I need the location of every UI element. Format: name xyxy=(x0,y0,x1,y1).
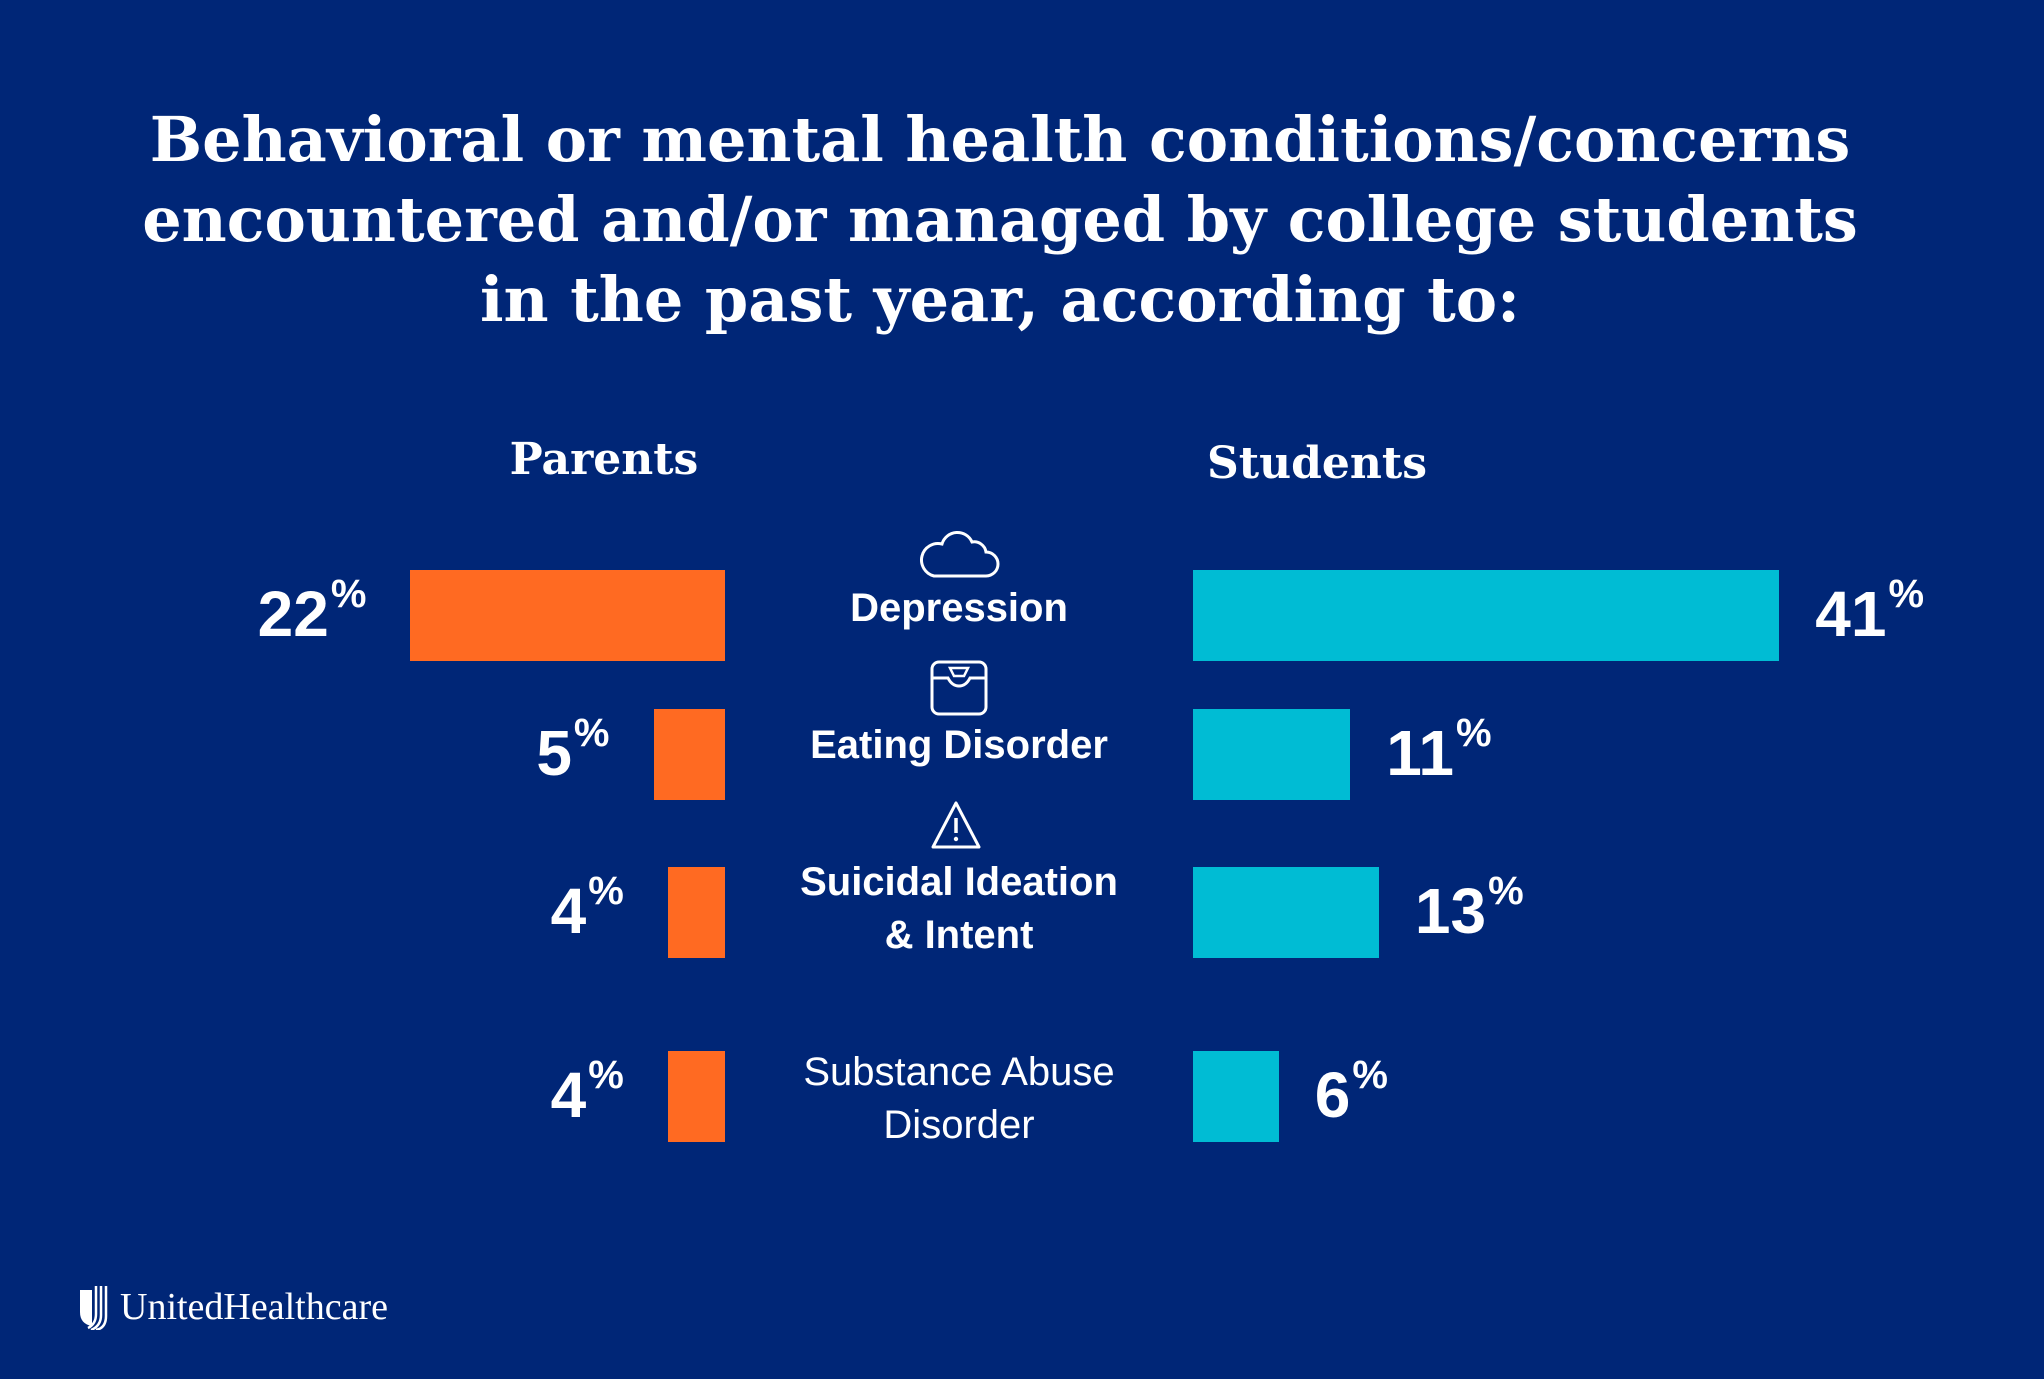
bar-parents-substance-abuse-disorder xyxy=(667,1051,725,1142)
value-label-parents-substance-abuse-disorder: 4% xyxy=(550,1053,624,1131)
logo-mark-icon xyxy=(80,1286,108,1330)
unitedhealthcare-logo: UnitedHealthcare xyxy=(78,1284,388,1330)
bar-students-eating-disorder xyxy=(1193,709,1351,800)
series-label-parents: Parents xyxy=(509,434,699,485)
category-label-eating-disorder: Eating Disorder xyxy=(810,723,1108,767)
value-label-students-substance-abuse-disorder: 6% xyxy=(1314,1053,1388,1131)
category-label-suicidal-ideation: Suicidal Ideation & Intent xyxy=(800,860,1118,957)
bar-students-suicidal-ideation-intent xyxy=(1193,867,1379,958)
value-label-parents-eating-disorder: 5% xyxy=(536,711,610,789)
bar-students-depression xyxy=(1193,570,1780,661)
title-line: in the past year, according to: xyxy=(479,263,1521,336)
cloud-icon xyxy=(920,531,1000,578)
scale-icon xyxy=(930,660,988,716)
bar-parents-suicidal-ideation-intent xyxy=(667,867,725,958)
bar-parents-eating-disorder xyxy=(653,709,725,800)
category-label-depression: Depression xyxy=(850,586,1068,630)
bar-parents-depression xyxy=(410,570,725,661)
value-label-students-depression: 41% xyxy=(1815,572,1925,650)
bar-students-substance-abuse-disorder xyxy=(1193,1051,1279,1142)
warning-icon xyxy=(931,801,981,849)
title-line: encountered and/or managed by college st… xyxy=(142,183,1858,256)
logo-text: UnitedHealthcare xyxy=(120,1286,388,1328)
value-label-parents-suicidal-ideation-intent: 4% xyxy=(550,869,624,947)
value-label-students-suicidal-ideation-intent: 13% xyxy=(1414,869,1524,947)
value-label-parents-depression: 22% xyxy=(257,572,367,650)
series-label-students: Students xyxy=(1207,438,1427,489)
chart-title: Behavioral or mental health conditions/c… xyxy=(0,100,2000,340)
category-label-substance-abuse: Substance Abuse Disorder xyxy=(803,1050,1115,1147)
value-label-students-eating-disorder: 11% xyxy=(1386,711,1492,789)
title-line: Behavioral or mental health conditions/c… xyxy=(149,103,1851,176)
